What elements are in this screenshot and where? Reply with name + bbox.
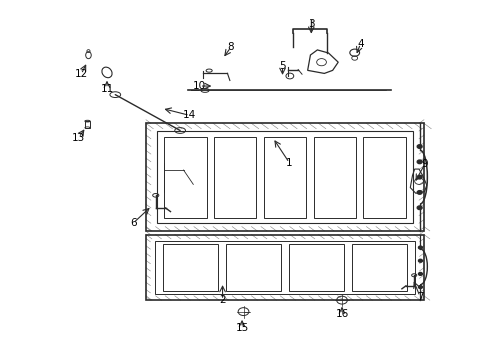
Text: 8: 8 [227, 42, 234, 52]
Bar [163, 136, 206, 218]
Text: 10: 10 [193, 81, 206, 91]
Circle shape [416, 191, 421, 194]
Circle shape [418, 273, 422, 275]
Text: 6: 6 [130, 218, 136, 228]
Bar [363, 136, 405, 218]
Text: 4: 4 [357, 39, 363, 49]
Text: 2: 2 [219, 295, 225, 305]
Text: 11: 11 [100, 84, 113, 94]
Text: 14: 14 [183, 111, 196, 121]
Text: 1: 1 [285, 158, 292, 168]
Text: 13: 13 [72, 133, 85, 143]
Bar [313, 136, 355, 218]
Circle shape [416, 206, 421, 210]
Text: 9: 9 [421, 159, 427, 169]
Circle shape [416, 160, 421, 164]
Text: 5: 5 [279, 61, 285, 71]
Text: 16: 16 [335, 310, 348, 319]
Text: 15: 15 [235, 323, 248, 333]
Circle shape [416, 175, 421, 179]
Bar [351, 244, 407, 291]
Bar [225, 244, 281, 291]
Bar [213, 136, 256, 218]
Circle shape [418, 285, 422, 288]
Circle shape [418, 246, 422, 249]
Bar [288, 244, 344, 291]
Text: 3: 3 [307, 19, 314, 29]
Bar [85, 121, 90, 128]
Circle shape [416, 145, 421, 148]
Bar [263, 136, 305, 218]
Text: 7: 7 [416, 292, 423, 302]
Text: 12: 12 [74, 69, 87, 79]
Circle shape [418, 259, 422, 262]
Bar [162, 244, 218, 291]
